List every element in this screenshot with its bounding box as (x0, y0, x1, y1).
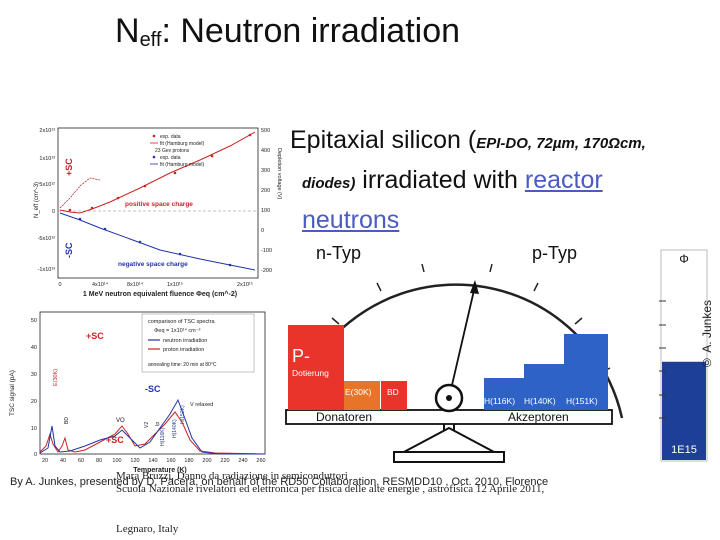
e30k-label: E(30K) (53, 369, 59, 386)
vo-label: VO (116, 418, 125, 424)
tick-label: 100 (112, 458, 121, 464)
h140-block-label: H(140K) (524, 396, 556, 406)
footer-author: Mara Bruzzi, Danno da radiazione in semi… (116, 470, 348, 482)
p-typ-label: p-Typ (532, 243, 577, 263)
page-title: Neff: Neutron irradiation (115, 12, 461, 51)
footer-location: Legnaro, Italy (116, 523, 179, 535)
copyright-credit: © A. Junkes (700, 300, 714, 370)
minus-sc-label: -SC (64, 242, 74, 258)
ip-label: Ip (155, 422, 161, 426)
tick-label: 30 (31, 372, 37, 378)
negative-space-charge-label: negative space charge (118, 261, 188, 268)
tick-label: 100 (261, 208, 270, 214)
tick-label: -5x10¹² (38, 236, 56, 242)
tick-label: 200 (261, 188, 270, 194)
bd-block-label: BD (387, 387, 399, 397)
y-axis-right-label: Depletion voltage (V) (276, 148, 282, 200)
fluence-gauge: Φ 1E15 (659, 249, 708, 462)
n-typ-label: n-Typ (316, 243, 361, 263)
bd-label: BD (64, 417, 70, 424)
tick-label: 5x10¹² (39, 182, 55, 188)
legend-annealing: annealing time: 20 min at 80°C (148, 362, 217, 368)
x-axis-label: 1 MeV neutron equivalent fluence Φeq (cm… (83, 290, 237, 298)
tick-label: 0 (52, 209, 55, 215)
h151-block-label: H(151K) (566, 396, 598, 406)
h116-label: H(116K) (160, 427, 166, 446)
tick-label: 180 (184, 458, 193, 464)
gauge-value: 1E15 (671, 444, 697, 456)
h152-label: H(152K) (180, 405, 186, 424)
tick-label: 10 (31, 426, 37, 432)
footer-credit: By A. Junkes, presented by D. Pacera, on… (10, 476, 549, 488)
tick-label: 200 (202, 458, 211, 464)
plus-sc-bottom-label: +SC (106, 435, 124, 445)
h116-block-label: H(116K) (484, 396, 515, 406)
tick-label: -200 (261, 268, 272, 274)
akzeptoren-label: Akzeptoren (508, 410, 569, 424)
x-axis-label: Temperature (K) (133, 467, 187, 474)
tick-label: 160 (166, 458, 175, 464)
tick-label: 1x10¹³ (39, 156, 55, 162)
tick-label: 0 (261, 228, 264, 234)
tick-label: 120 (130, 458, 139, 464)
legend-neutron: neutron irradiation (163, 338, 207, 344)
tick-label: 1x10¹⁵ (167, 281, 183, 288)
tick-label: 240 (238, 458, 247, 464)
y-axis-label: TSC signal (pA) (9, 370, 16, 416)
dotierung-label: Dotierung (292, 368, 329, 378)
legend-item: fit (Hamburg model) (160, 162, 205, 168)
e30k-block-label: E(30K) (345, 387, 372, 397)
description-text: Epitaxial silicon (EPI-DO, 72µm, 170Ωcm,… (290, 126, 646, 234)
tick-label: 2x10¹³ (39, 128, 55, 134)
y-axis-label: N_eff (cm^-3) (34, 182, 40, 218)
balance-diagram: n-Typ p-Typ P- Dotierung E(30K) BD H(116… (285, 243, 624, 463)
reactor-link[interactable]: reactor (524, 166, 603, 194)
tick-label: 50 (31, 318, 37, 324)
phi-label: Φ (679, 252, 689, 266)
tick-label: 2x10¹⁵ (237, 281, 253, 288)
footer-school: Scuola Nazionale rivelatori ed elettroni… (116, 483, 545, 495)
neff-fluence-plot: 2x10¹³ 1x10¹³ 5x10¹² 0 -5x10¹² -1x10¹³ 5… (0, 118, 285, 298)
tick-label: 300 (261, 168, 270, 174)
plus-sc-label: +SC (64, 158, 74, 176)
tick-label: 0 (58, 282, 61, 288)
tick-label: 40 (31, 345, 37, 351)
tick-label: 20 (42, 458, 48, 464)
tick-label: 400 (261, 148, 270, 154)
legend-title: comparison of TSC spectra (148, 319, 215, 325)
p-dot-label: P- (292, 346, 310, 366)
legend-item: exp. data (160, 155, 181, 161)
v2-label: V2 (144, 422, 150, 428)
donatoren-label: Donatoren (316, 410, 372, 424)
h140-label: H(140K) (172, 419, 178, 438)
legend-fluence: Φeq = 1x10¹⁴ cm⁻² (154, 327, 201, 334)
tick-label: 8x10¹⁴ (127, 281, 144, 288)
positive-space-charge-label: positive space charge (125, 201, 193, 208)
tick-label: 260 (256, 458, 265, 464)
tick-label: -100 (261, 248, 272, 254)
plus-sc-top-label: +SC (86, 331, 104, 341)
tick-label: 140 (148, 458, 157, 464)
tick-label: 40 (60, 458, 66, 464)
legend-item: exp. data (160, 134, 181, 140)
minus-sc-label: -SC (145, 384, 161, 394)
legend-proton: proton irradiation (163, 347, 204, 353)
gauge-fill (662, 361, 706, 460)
tick-label: 500 (261, 128, 270, 134)
tick-label: 80 (96, 458, 102, 464)
tick-label: 20 (31, 399, 37, 405)
tick-label: -1x10¹³ (38, 267, 56, 273)
neutrons-link[interactable]: neutrons (302, 206, 400, 234)
tick-label: 0 (34, 452, 37, 458)
tsc-spectra-plot: 50 40 30 20 10 0 20 40 60 80 100 120 140… (0, 306, 285, 474)
legend-item: fit (Hamburg model) (160, 141, 205, 147)
tick-label: 60 (78, 458, 84, 464)
vrelaxed-label: V relaxed (190, 402, 213, 408)
legend-item: 23 Gev protons (155, 148, 190, 154)
tick-label: 4x10¹⁴ (92, 281, 109, 288)
tick-label: 220 (220, 458, 229, 464)
